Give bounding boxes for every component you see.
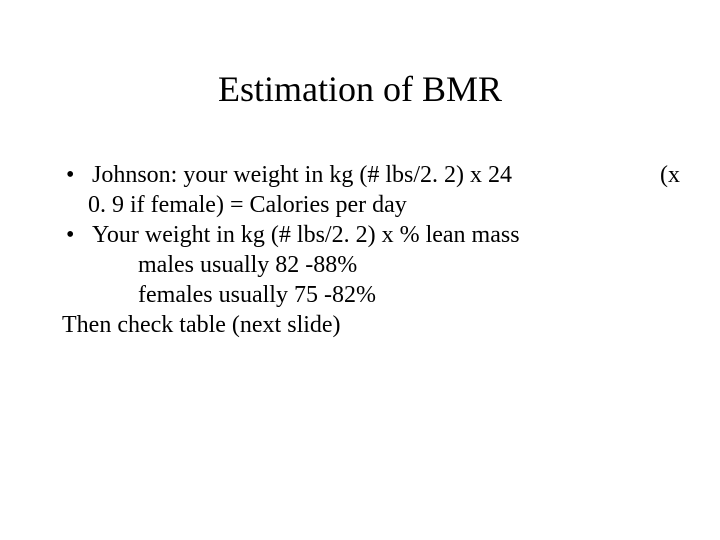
bullet-2-line-1: • Your weight in kg (# lbs/2. 2) x % lea…: [62, 220, 680, 250]
slide-title: Estimation of BMR: [0, 68, 720, 110]
closing-line: Then check table (next slide): [62, 310, 680, 340]
bullet-1-text-main: Johnson: your weight in kg (# lbs/2. 2) …: [92, 160, 600, 190]
bullet-1-line-1: • Johnson: your weight in kg (# lbs/2. 2…: [62, 160, 680, 190]
bullet-1-line-2: 0. 9 if female) = Calories per day: [62, 190, 680, 220]
bullet-dot-icon: •: [62, 220, 92, 250]
bullet-2-text: Your weight in kg (# lbs/2. 2) x % lean …: [92, 220, 680, 250]
bullet-2-sub-females: females usually 75 -82%: [62, 280, 680, 310]
slide: Estimation of BMR • Johnson: your weight…: [0, 0, 720, 540]
bullet-2-sub-males: males usually 82 -88%: [62, 250, 680, 280]
slide-body: • Johnson: your weight in kg (# lbs/2. 2…: [62, 160, 680, 340]
bullet-dot-icon: •: [62, 160, 92, 190]
bullet-1-text-right: (x: [600, 160, 680, 190]
